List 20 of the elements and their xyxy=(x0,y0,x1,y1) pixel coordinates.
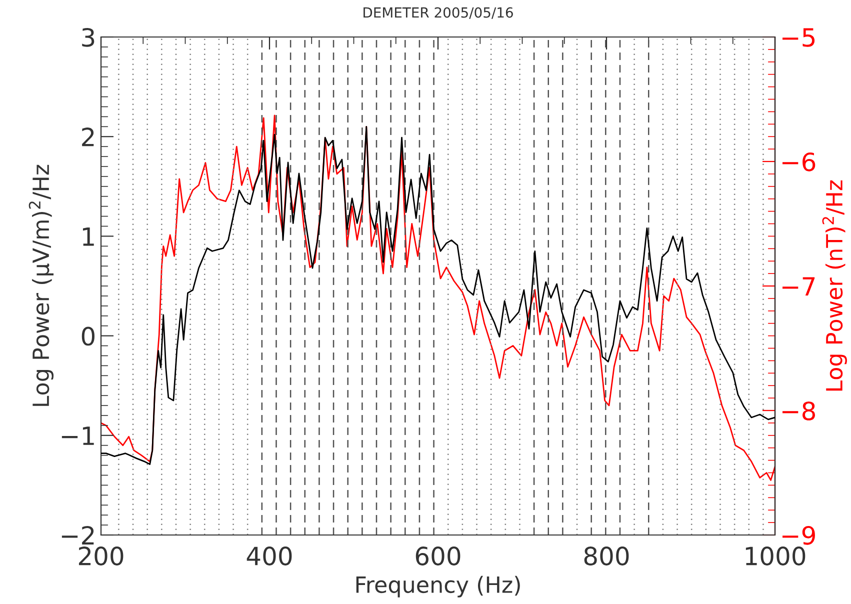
y2-tick-label: −5 xyxy=(782,28,815,47)
y2-tick-label: −8 xyxy=(782,401,816,420)
y2-tick-label: −7 xyxy=(782,277,815,296)
x-axis-title: Frequency (Hz) xyxy=(356,576,520,598)
y-tick-label: −2 xyxy=(62,526,94,544)
y-tick-label: −1 xyxy=(62,426,94,445)
x-tick-label: 200 xyxy=(78,546,124,566)
y2-tick-label: −9 xyxy=(782,526,815,545)
y-tick-label: 0 xyxy=(82,326,94,346)
y-axis-title: Log Power (μV/m)$^{2}$/Hz xyxy=(28,164,54,406)
y2-axis-title: Log Power (nT)$^{2}$/Hz xyxy=(822,180,847,391)
y2-tick-label: −6 xyxy=(782,152,816,172)
y-tick-label: 3 xyxy=(82,28,94,47)
chart-title: DEMETER 2005/05/16 xyxy=(364,7,513,19)
x-tick-label: 800 xyxy=(584,546,629,566)
x-tick-label: 1000 xyxy=(746,546,806,566)
y-tick-label: 2 xyxy=(82,128,94,146)
y-tick-label: 1 xyxy=(82,227,94,246)
x-tick-label: 400 xyxy=(246,546,292,566)
x-tick-label: 600 xyxy=(416,546,460,566)
